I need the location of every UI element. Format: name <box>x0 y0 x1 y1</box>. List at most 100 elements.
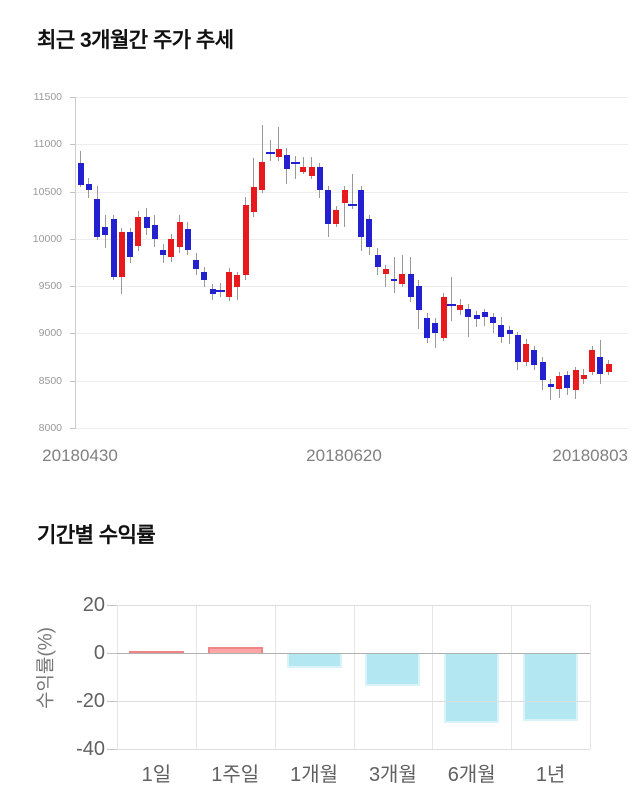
candle-body-up <box>168 238 175 257</box>
candle-body-down <box>391 278 397 282</box>
price-chart-title: 최근 3개월간 주가 추세 <box>37 29 234 52</box>
bar-negative <box>523 654 579 722</box>
candle-body-down <box>597 357 604 374</box>
grid-line-vertical <box>117 605 118 749</box>
candle-body-up <box>300 166 307 172</box>
y-axis-line <box>75 97 76 429</box>
candle-body-up <box>118 231 125 277</box>
candle-body-down <box>514 335 521 362</box>
candle-body-down <box>432 323 439 334</box>
y-tick-label: 11000 <box>33 138 62 151</box>
candle-body-down <box>358 189 364 237</box>
grid-line <box>75 286 628 288</box>
y-axis-tick <box>70 333 75 335</box>
category-label: 1개월 <box>290 764 339 786</box>
grid-line <box>117 749 590 750</box>
candle-body-up <box>308 166 315 177</box>
candle-wick <box>484 308 486 326</box>
y-axis-tick <box>70 380 75 382</box>
y-axis-tick <box>70 428 75 429</box>
grid-line-vertical <box>590 605 591 749</box>
candle-body-down <box>151 224 158 239</box>
candle-wick <box>302 156 304 174</box>
y-tick-label: 10500 <box>32 185 62 198</box>
y-tick-label: 10000 <box>32 232 62 245</box>
grid-line <box>75 380 628 382</box>
candle-wick <box>451 276 453 322</box>
y-axis-tick <box>70 191 75 193</box>
candle-body-down <box>374 254 381 267</box>
candle-body-down <box>424 317 430 338</box>
candle-body-down <box>283 154 290 169</box>
bar-negative <box>286 654 342 669</box>
category-label: 3개월 <box>368 764 417 786</box>
zero-axis-line <box>117 653 590 654</box>
candle-body-up <box>135 216 142 247</box>
candle-body-up <box>580 375 587 379</box>
candle-body-up <box>523 344 529 362</box>
candle-wick <box>550 378 552 401</box>
y-axis-tick <box>107 653 117 654</box>
y-axis-title: 수익률(%) <box>35 627 57 709</box>
grid-line <box>117 605 590 606</box>
grid-line <box>75 428 628 429</box>
candle-body-down <box>465 308 472 318</box>
candle-wick <box>220 283 222 297</box>
candle-body-down <box>325 189 331 224</box>
y-axis-tick <box>107 605 117 606</box>
y-tick-label: 11500 <box>33 91 62 103</box>
candle-wick <box>467 304 469 338</box>
y-axis-tick <box>107 749 117 750</box>
candle-body-down <box>539 361 546 380</box>
grid-line <box>75 97 628 98</box>
category-label: 1년 <box>535 764 566 786</box>
candle-wick <box>269 139 271 162</box>
candle-body-down <box>506 330 513 335</box>
candle-body-down <box>348 203 358 206</box>
grid-line-vertical <box>511 605 513 749</box>
y-axis-tick <box>70 286 75 288</box>
candle-body-up <box>382 268 389 274</box>
y-tick-label: 8500 <box>38 374 62 387</box>
candle-body-up <box>259 162 265 190</box>
candle-body-down <box>209 288 216 294</box>
candle-body-down <box>481 312 488 318</box>
candle-body-up <box>457 305 463 311</box>
y-tick-label: 8000 <box>38 422 62 434</box>
y-axis-tick <box>70 238 75 240</box>
candle-wick <box>509 325 510 345</box>
candle-body-down <box>547 384 554 388</box>
y-tick-label: 0 <box>93 642 105 664</box>
grid-line <box>75 333 628 335</box>
grid-line-vertical <box>432 605 434 749</box>
candle-body-down <box>102 226 109 236</box>
candle-wick <box>385 265 387 287</box>
candle-body-up <box>275 149 282 157</box>
candle-body-down <box>316 166 323 190</box>
x-axis-label: 20180430 <box>42 446 118 465</box>
bar-negative <box>444 654 500 724</box>
y-tick-label: 9500 <box>38 280 62 293</box>
candle-body-up <box>605 363 612 372</box>
grid-line <box>75 191 628 193</box>
x-axis-label: 20180803 <box>552 446 628 465</box>
candle-body-down <box>415 286 422 310</box>
candle-body-up <box>440 296 447 338</box>
candle-wick <box>278 127 279 162</box>
y-axis-tick <box>107 701 117 702</box>
candle-wick <box>261 125 263 194</box>
candle-body-up <box>341 189 348 204</box>
y-axis-tick <box>70 97 75 98</box>
y-tick-label: -40 <box>76 738 105 760</box>
y-tick-label: 9000 <box>38 327 62 340</box>
candle-body-up <box>333 209 340 224</box>
candle-body-down <box>447 304 457 307</box>
candle-body-up <box>589 349 595 372</box>
grid-line <box>75 144 628 146</box>
candle-wick <box>294 155 296 180</box>
candle-body-down <box>184 228 191 250</box>
grid-line-vertical <box>274 605 276 749</box>
bar-positive <box>128 651 184 654</box>
y-axis-tick <box>70 144 75 146</box>
